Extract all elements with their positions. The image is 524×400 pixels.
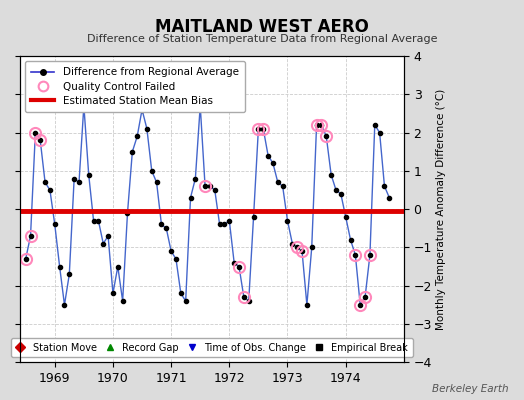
Text: Difference of Station Temperature Data from Regional Average: Difference of Station Temperature Data f…	[87, 34, 437, 44]
Text: MAITLAND WEST AERO: MAITLAND WEST AERO	[155, 18, 369, 36]
Text: Berkeley Earth: Berkeley Earth	[432, 384, 508, 394]
Y-axis label: Monthly Temperature Anomaly Difference (°C): Monthly Temperature Anomaly Difference (…	[436, 88, 446, 330]
Legend: Station Move, Record Gap, Time of Obs. Change, Empirical Break: Station Move, Record Gap, Time of Obs. C…	[10, 338, 413, 358]
